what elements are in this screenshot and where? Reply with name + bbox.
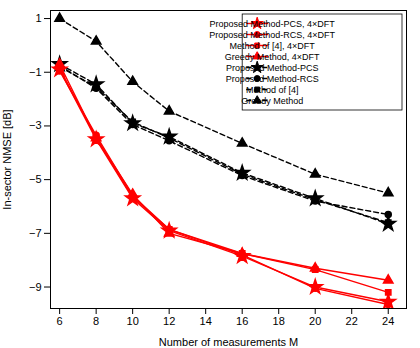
svg-text:Greedy Method, 4×DFT: Greedy Method, 4×DFT [225, 52, 320, 62]
svg-text:Proposed Method-RCS: Proposed Method-RCS [226, 74, 319, 84]
svg-text:−1: −1 [29, 66, 42, 78]
svg-text:Proposed Method-PCS, 4×DFT: Proposed Method-PCS, 4×DFT [210, 19, 336, 29]
svg-text:−9: −9 [29, 281, 42, 293]
svg-text:12: 12 [163, 315, 175, 327]
svg-text:Proposed Method-PCS: Proposed Method-PCS [226, 63, 319, 73]
svg-text:Proposed Method-RCS, 4×DFT: Proposed Method-RCS, 4×DFT [209, 30, 335, 40]
svg-text:22: 22 [346, 315, 358, 327]
svg-text:24: 24 [382, 315, 394, 327]
svg-text:Number of measurements M: Number of measurements M [159, 336, 298, 348]
svg-text:−3: −3 [29, 119, 42, 131]
svg-text:−5: −5 [29, 173, 42, 185]
svg-text:6: 6 [57, 315, 63, 327]
svg-text:Method of [4]: Method of [4] [246, 85, 299, 95]
svg-text:Greedy Method: Greedy Method [241, 96, 303, 106]
svg-text:20: 20 [309, 315, 321, 327]
svg-text:16: 16 [236, 315, 248, 327]
svg-text:18: 18 [273, 315, 285, 327]
svg-text:14: 14 [200, 315, 212, 327]
svg-text:1: 1 [35, 12, 41, 24]
svg-text:−7: −7 [29, 227, 42, 239]
svg-text:8: 8 [93, 315, 99, 327]
svg-text:In-sector NMSE [dB]: In-sector NMSE [dB] [1, 109, 13, 209]
svg-text:10: 10 [127, 315, 139, 327]
svg-text:Method of [4], 4×DFT: Method of [4], 4×DFT [230, 41, 316, 51]
